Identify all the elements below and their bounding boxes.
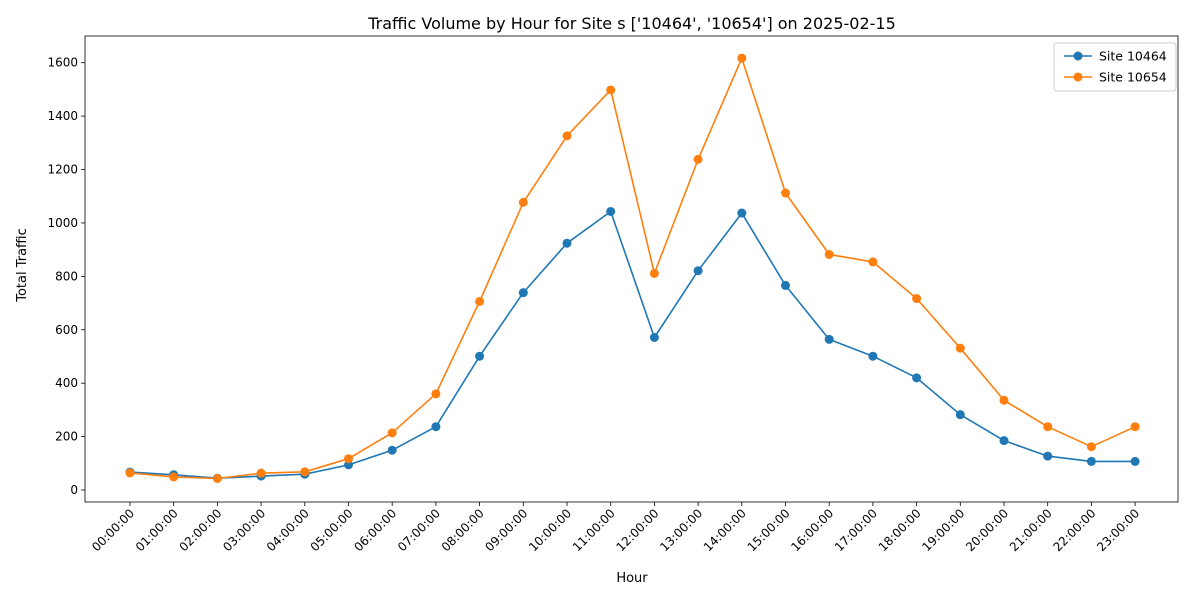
legend-label-0: Site 10464 xyxy=(1099,49,1167,64)
y-tick-label: 1000 xyxy=(47,216,78,230)
legend: Site 10464 Site 10654 xyxy=(1053,42,1177,92)
data-point xyxy=(475,351,485,361)
data-point xyxy=(955,410,965,420)
data-point xyxy=(868,351,878,361)
x-axis-label: Hour xyxy=(616,571,648,586)
data-point xyxy=(737,53,747,63)
data-point xyxy=(824,334,834,344)
data-point xyxy=(1043,422,1053,432)
data-point xyxy=(169,472,179,482)
y-tick-label: 1200 xyxy=(47,163,78,177)
series-line-0 xyxy=(129,210,1136,480)
y-tick-label: 1400 xyxy=(47,109,78,123)
y-tick-label: 800 xyxy=(55,269,78,283)
data-point xyxy=(737,208,747,218)
data-point xyxy=(649,332,659,342)
data-point xyxy=(693,266,703,276)
legend-marker-1 xyxy=(1073,72,1083,82)
data-point xyxy=(300,467,310,477)
data-point xyxy=(824,249,834,259)
y-tick-label: 200 xyxy=(55,430,78,444)
data-point xyxy=(387,428,397,438)
data-point xyxy=(912,373,922,383)
data-point xyxy=(1086,456,1096,466)
legend-marker-0 xyxy=(1073,51,1083,61)
data-point xyxy=(1130,456,1140,466)
chart-title: Traffic Volume by Hour for Site s ['1046… xyxy=(367,14,896,33)
data-point xyxy=(518,288,528,298)
series-line-1 xyxy=(129,57,1136,480)
data-point xyxy=(1086,442,1096,452)
data-point xyxy=(562,131,572,141)
y-axis-label: Total Traffic xyxy=(15,228,30,303)
y-tick-label: 0 xyxy=(70,483,78,497)
legend-label-1: Site 10654 xyxy=(1099,70,1167,85)
y-tick-label: 400 xyxy=(55,376,78,390)
data-point xyxy=(912,294,922,304)
axes-frame xyxy=(84,35,1179,503)
y-tick-label: 600 xyxy=(55,323,78,337)
data-point xyxy=(431,422,441,432)
data-point xyxy=(518,197,528,207)
data-point xyxy=(606,206,616,216)
data-point xyxy=(999,395,1009,405)
data-point xyxy=(431,389,441,399)
data-point xyxy=(1043,451,1053,461)
data-point xyxy=(693,154,703,164)
data-point xyxy=(387,445,397,455)
data-point xyxy=(649,268,659,278)
legend-box xyxy=(1053,42,1177,92)
data-point xyxy=(125,468,135,478)
data-point xyxy=(868,257,878,267)
data-point xyxy=(1130,422,1140,432)
data-point xyxy=(256,468,266,478)
data-point xyxy=(344,454,353,464)
data-point xyxy=(475,296,485,306)
y-tick-label: 1600 xyxy=(47,56,78,70)
data-point xyxy=(562,238,572,248)
data-point xyxy=(955,343,965,353)
data-point xyxy=(781,188,790,198)
data-point xyxy=(781,280,790,290)
data-point xyxy=(212,473,222,483)
data-point xyxy=(606,85,616,95)
data-point xyxy=(999,436,1009,446)
